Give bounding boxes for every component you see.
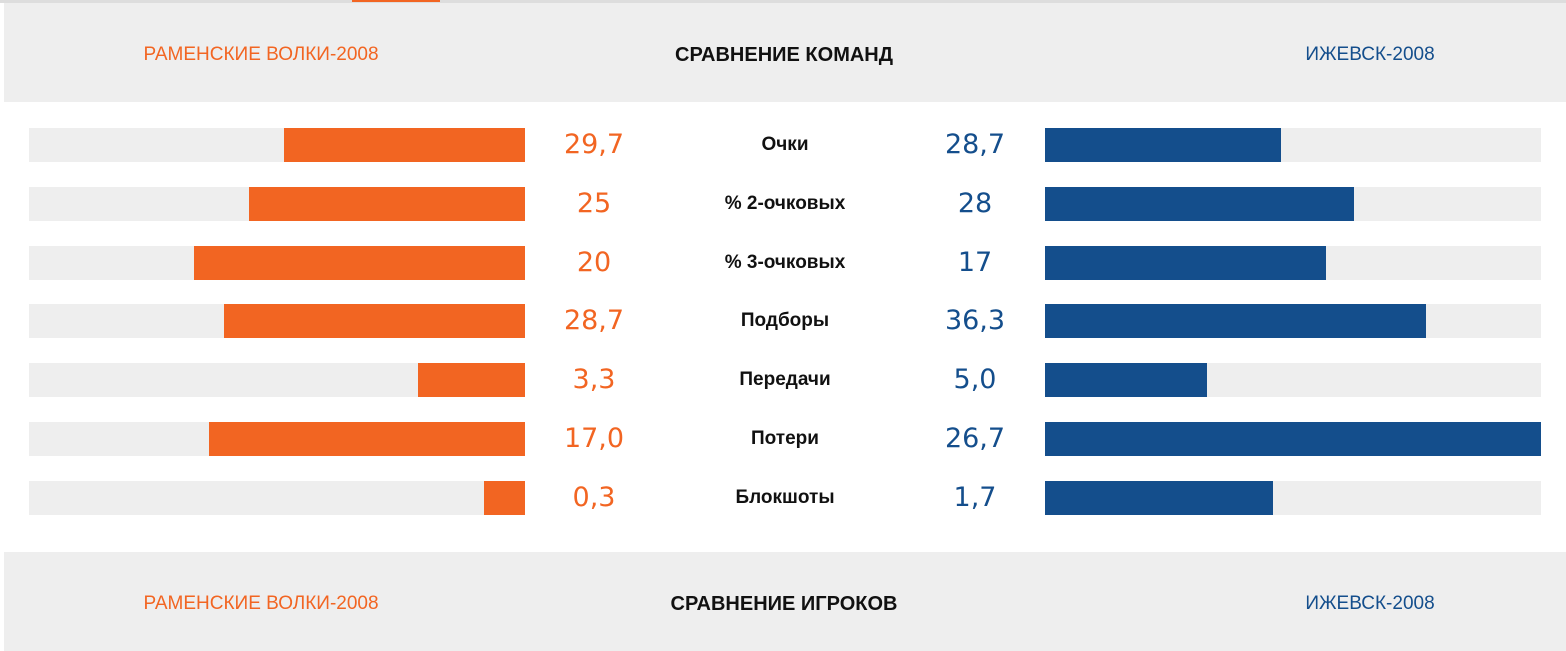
away-value: 17 bbox=[957, 247, 993, 278]
home-bar-track bbox=[29, 422, 525, 456]
home-bar-track bbox=[29, 481, 525, 515]
away-value: 5,0 bbox=[953, 364, 997, 395]
away-bar bbox=[1045, 363, 1207, 397]
stat-label: Передачи bbox=[739, 369, 831, 390]
away-bar bbox=[1045, 481, 1273, 515]
stat-row: 3,3 Передачи 5,0 bbox=[0, 363, 1566, 397]
away-value: 1,7 bbox=[953, 482, 997, 513]
stat-label: Очки bbox=[761, 134, 809, 155]
home-bar-track bbox=[29, 128, 525, 162]
home-bar-track bbox=[29, 304, 525, 338]
team-comparison-header: РАМЕНСКИЕ ВОЛКИ-2008 СРАВНЕНИЕ КОМАНД ИЖ… bbox=[4, 3, 1566, 102]
stat-row: 20 % 3-очковых 17 bbox=[0, 246, 1566, 280]
stat-row: 25 % 2-очковых 28 bbox=[0, 187, 1566, 221]
home-bar-track bbox=[29, 246, 525, 280]
away-value: 26,7 bbox=[944, 423, 1006, 454]
away-bar-track bbox=[1045, 422, 1541, 456]
stat-row: 17,0 Потери 26,7 bbox=[0, 422, 1566, 456]
stat-label: Блокшоты bbox=[735, 487, 835, 508]
stat-label: % 3-очковых bbox=[724, 252, 846, 273]
home-value: 0,3 bbox=[572, 482, 616, 513]
away-bar-track bbox=[1045, 363, 1541, 397]
home-bar bbox=[209, 422, 525, 456]
home-value: 29,7 bbox=[563, 129, 625, 160]
away-bar-track bbox=[1045, 128, 1541, 162]
away-bar bbox=[1045, 422, 1541, 456]
stat-label: Подборы bbox=[740, 310, 830, 331]
away-bar-track bbox=[1045, 187, 1541, 221]
stat-row: 29,7 Очки 28,7 bbox=[0, 128, 1566, 162]
away-bar bbox=[1045, 246, 1326, 280]
away-team-name[interactable]: ИЖЕВСК-2008 bbox=[1305, 44, 1435, 65]
player-comparison-title: СРАВНЕНИЕ ИГРОКОВ bbox=[670, 593, 898, 615]
stat-label: % 2-очковых bbox=[724, 193, 846, 214]
stat-label: Потери bbox=[751, 428, 819, 449]
home-team-name[interactable]: РАМЕНСКИЕ ВОЛКИ-2008 bbox=[143, 44, 379, 65]
stat-row: 28,7 Подборы 36,3 bbox=[0, 304, 1566, 338]
away-bar-track bbox=[1045, 481, 1541, 515]
away-bar-track bbox=[1045, 304, 1541, 338]
team-comparison-title: СРАВНЕНИЕ КОМАНД bbox=[675, 44, 893, 66]
home-value: 17,0 bbox=[563, 423, 625, 454]
away-value: 28 bbox=[957, 188, 993, 219]
away-value: 36,3 bbox=[944, 305, 1006, 336]
home-bar-track bbox=[29, 363, 525, 397]
away-value: 28,7 bbox=[944, 129, 1006, 160]
home-bar-track bbox=[29, 187, 525, 221]
home-value: 20 bbox=[576, 247, 612, 278]
home-value: 28,7 bbox=[563, 305, 625, 336]
home-value: 25 bbox=[576, 188, 612, 219]
away-team-name[interactable]: ИЖЕВСК-2008 bbox=[1305, 593, 1435, 614]
away-bar-track bbox=[1045, 246, 1541, 280]
top-divider bbox=[0, 0, 1566, 3]
active-tab-indicator bbox=[352, 0, 440, 2]
home-bar bbox=[484, 481, 525, 515]
away-bar bbox=[1045, 128, 1281, 162]
away-bar bbox=[1045, 187, 1354, 221]
away-bar bbox=[1045, 304, 1426, 338]
home-bar bbox=[418, 363, 525, 397]
home-bar bbox=[284, 128, 525, 162]
home-bar bbox=[224, 304, 525, 338]
stat-row: 0,3 Блокшоты 1,7 bbox=[0, 481, 1566, 515]
player-comparison-header: РАМЕНСКИЕ ВОЛКИ-2008 СРАВНЕНИЕ ИГРОКОВ И… bbox=[4, 552, 1566, 651]
home-value: 3,3 bbox=[572, 364, 616, 395]
home-bar bbox=[249, 187, 525, 221]
home-team-name[interactable]: РАМЕНСКИЕ ВОЛКИ-2008 bbox=[143, 593, 379, 614]
home-bar bbox=[194, 246, 525, 280]
